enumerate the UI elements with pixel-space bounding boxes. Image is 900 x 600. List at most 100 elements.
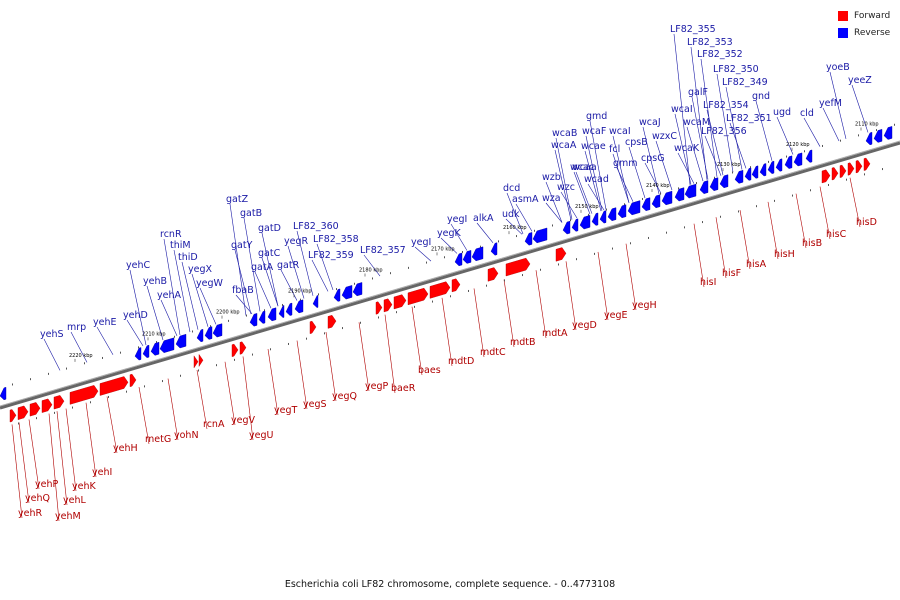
label-leader — [612, 135, 630, 203]
gene-label: yegQ — [332, 391, 357, 402]
minor-tick — [72, 406, 73, 409]
legend-forward-label: Forward — [854, 10, 891, 21]
label-leader — [11, 424, 23, 519]
gene-label: yehB — [143, 276, 167, 287]
minor-tick — [750, 166, 751, 169]
gene-label: LF82_360 — [293, 221, 339, 232]
gene-label: wcaI — [671, 104, 693, 115]
reverse-gene-arrow — [744, 167, 752, 181]
gene-label: LF82_358 — [313, 234, 359, 245]
label-leader — [363, 254, 381, 277]
forward-swatch — [838, 10, 848, 21]
reverse-swatch — [838, 27, 848, 38]
minor-tick — [894, 123, 895, 126]
minor-tick — [768, 160, 769, 163]
reverse-gene-arrow — [212, 323, 223, 338]
reverse-gene-arrow — [352, 282, 363, 297]
gene-label: wzb — [542, 172, 561, 183]
forward-gene-arrow — [855, 160, 863, 174]
label-leader — [224, 361, 236, 426]
minor-tick — [594, 252, 595, 255]
label-leader — [129, 269, 147, 346]
label-leader — [65, 408, 77, 492]
minor-tick — [48, 372, 49, 375]
minor-tick — [138, 346, 139, 349]
gene-label: mrp — [67, 322, 86, 333]
forward-gene-arrow — [99, 376, 129, 396]
reverse-gene-arrow — [159, 337, 175, 353]
gene-label: rcnR — [160, 229, 182, 240]
forward-gene-arrow — [407, 287, 429, 306]
gene-label: yegI — [411, 237, 431, 248]
label-leader — [565, 261, 577, 331]
label-leader — [573, 171, 591, 215]
gene-label: yegV — [231, 415, 255, 426]
label-leader — [674, 113, 692, 185]
minor-tick — [66, 367, 67, 370]
scale-tick-label: 2190 kbp — [288, 288, 312, 294]
gene-label: mdtC — [480, 347, 506, 358]
gene-label: wcaI — [609, 126, 631, 137]
gene-label: gnd — [752, 91, 770, 102]
reverse-gene-arrow — [571, 218, 579, 232]
gene-label: wcae — [581, 141, 606, 152]
minor-tick — [828, 183, 829, 186]
minor-tick — [360, 321, 361, 324]
label-leader — [267, 349, 279, 416]
minor-tick — [570, 219, 571, 222]
label-leader — [725, 86, 743, 170]
minor-tick — [720, 215, 721, 218]
minor-tick — [252, 353, 253, 356]
reverse-gene-arrow — [196, 328, 204, 343]
minor-tick — [864, 173, 865, 176]
legend-forward: Forward — [838, 8, 890, 23]
gene-label: yegP — [365, 381, 388, 392]
label-leader — [589, 120, 607, 210]
label-leader — [755, 100, 773, 161]
minor-tick — [234, 358, 235, 361]
label-leader — [234, 249, 252, 315]
chromosome-backbone — [0, 141, 900, 410]
forward-gene-arrow — [375, 301, 383, 315]
gene-label: gatA — [251, 262, 274, 273]
label-leader — [126, 319, 144, 347]
minor-tick — [522, 274, 523, 277]
gene-label: wcad — [584, 174, 609, 185]
label-leader — [280, 269, 298, 301]
gene-label: yegH — [632, 300, 657, 311]
reverse-gene-arrow — [883, 126, 893, 140]
label-leader — [96, 326, 114, 355]
label-leader — [316, 243, 334, 291]
gene-label: ugd — [773, 107, 791, 118]
label-leader — [729, 122, 747, 169]
reverse-gene-arrow — [699, 180, 709, 194]
label-leader — [575, 171, 593, 214]
gene-label: gmd — [586, 111, 607, 122]
minor-tick — [606, 208, 607, 211]
gene-label: cld — [800, 108, 814, 119]
minor-tick — [426, 261, 427, 264]
gene-label: gatD — [258, 223, 281, 234]
gene-label: mdtB — [510, 337, 536, 348]
reverse-gene-arrow — [617, 204, 627, 219]
label-leader — [690, 46, 708, 180]
minor-tick — [108, 395, 109, 398]
label-leader — [235, 294, 253, 314]
scale-tick-label: 2220 kbp — [69, 353, 93, 359]
gene-label: LF82_353 — [687, 37, 733, 48]
minor-tick — [390, 272, 391, 275]
gene-label: yehL — [63, 495, 86, 506]
label-leader — [829, 71, 847, 139]
minor-tick — [732, 171, 733, 174]
reverse-gene-arrow — [784, 155, 793, 169]
gene-label: yegU — [249, 430, 273, 441]
gene-label: LF82_352 — [697, 49, 743, 60]
gene-label: wcaK — [674, 143, 700, 154]
scale-tick-label: 2150 kbp — [575, 204, 599, 210]
gene-label: yehC — [126, 260, 150, 271]
gene-label: yehD — [123, 310, 148, 321]
label-leader — [851, 84, 869, 133]
label-leader — [597, 251, 609, 321]
label-leader — [441, 297, 453, 367]
reverse-gene-arrow — [490, 242, 498, 256]
